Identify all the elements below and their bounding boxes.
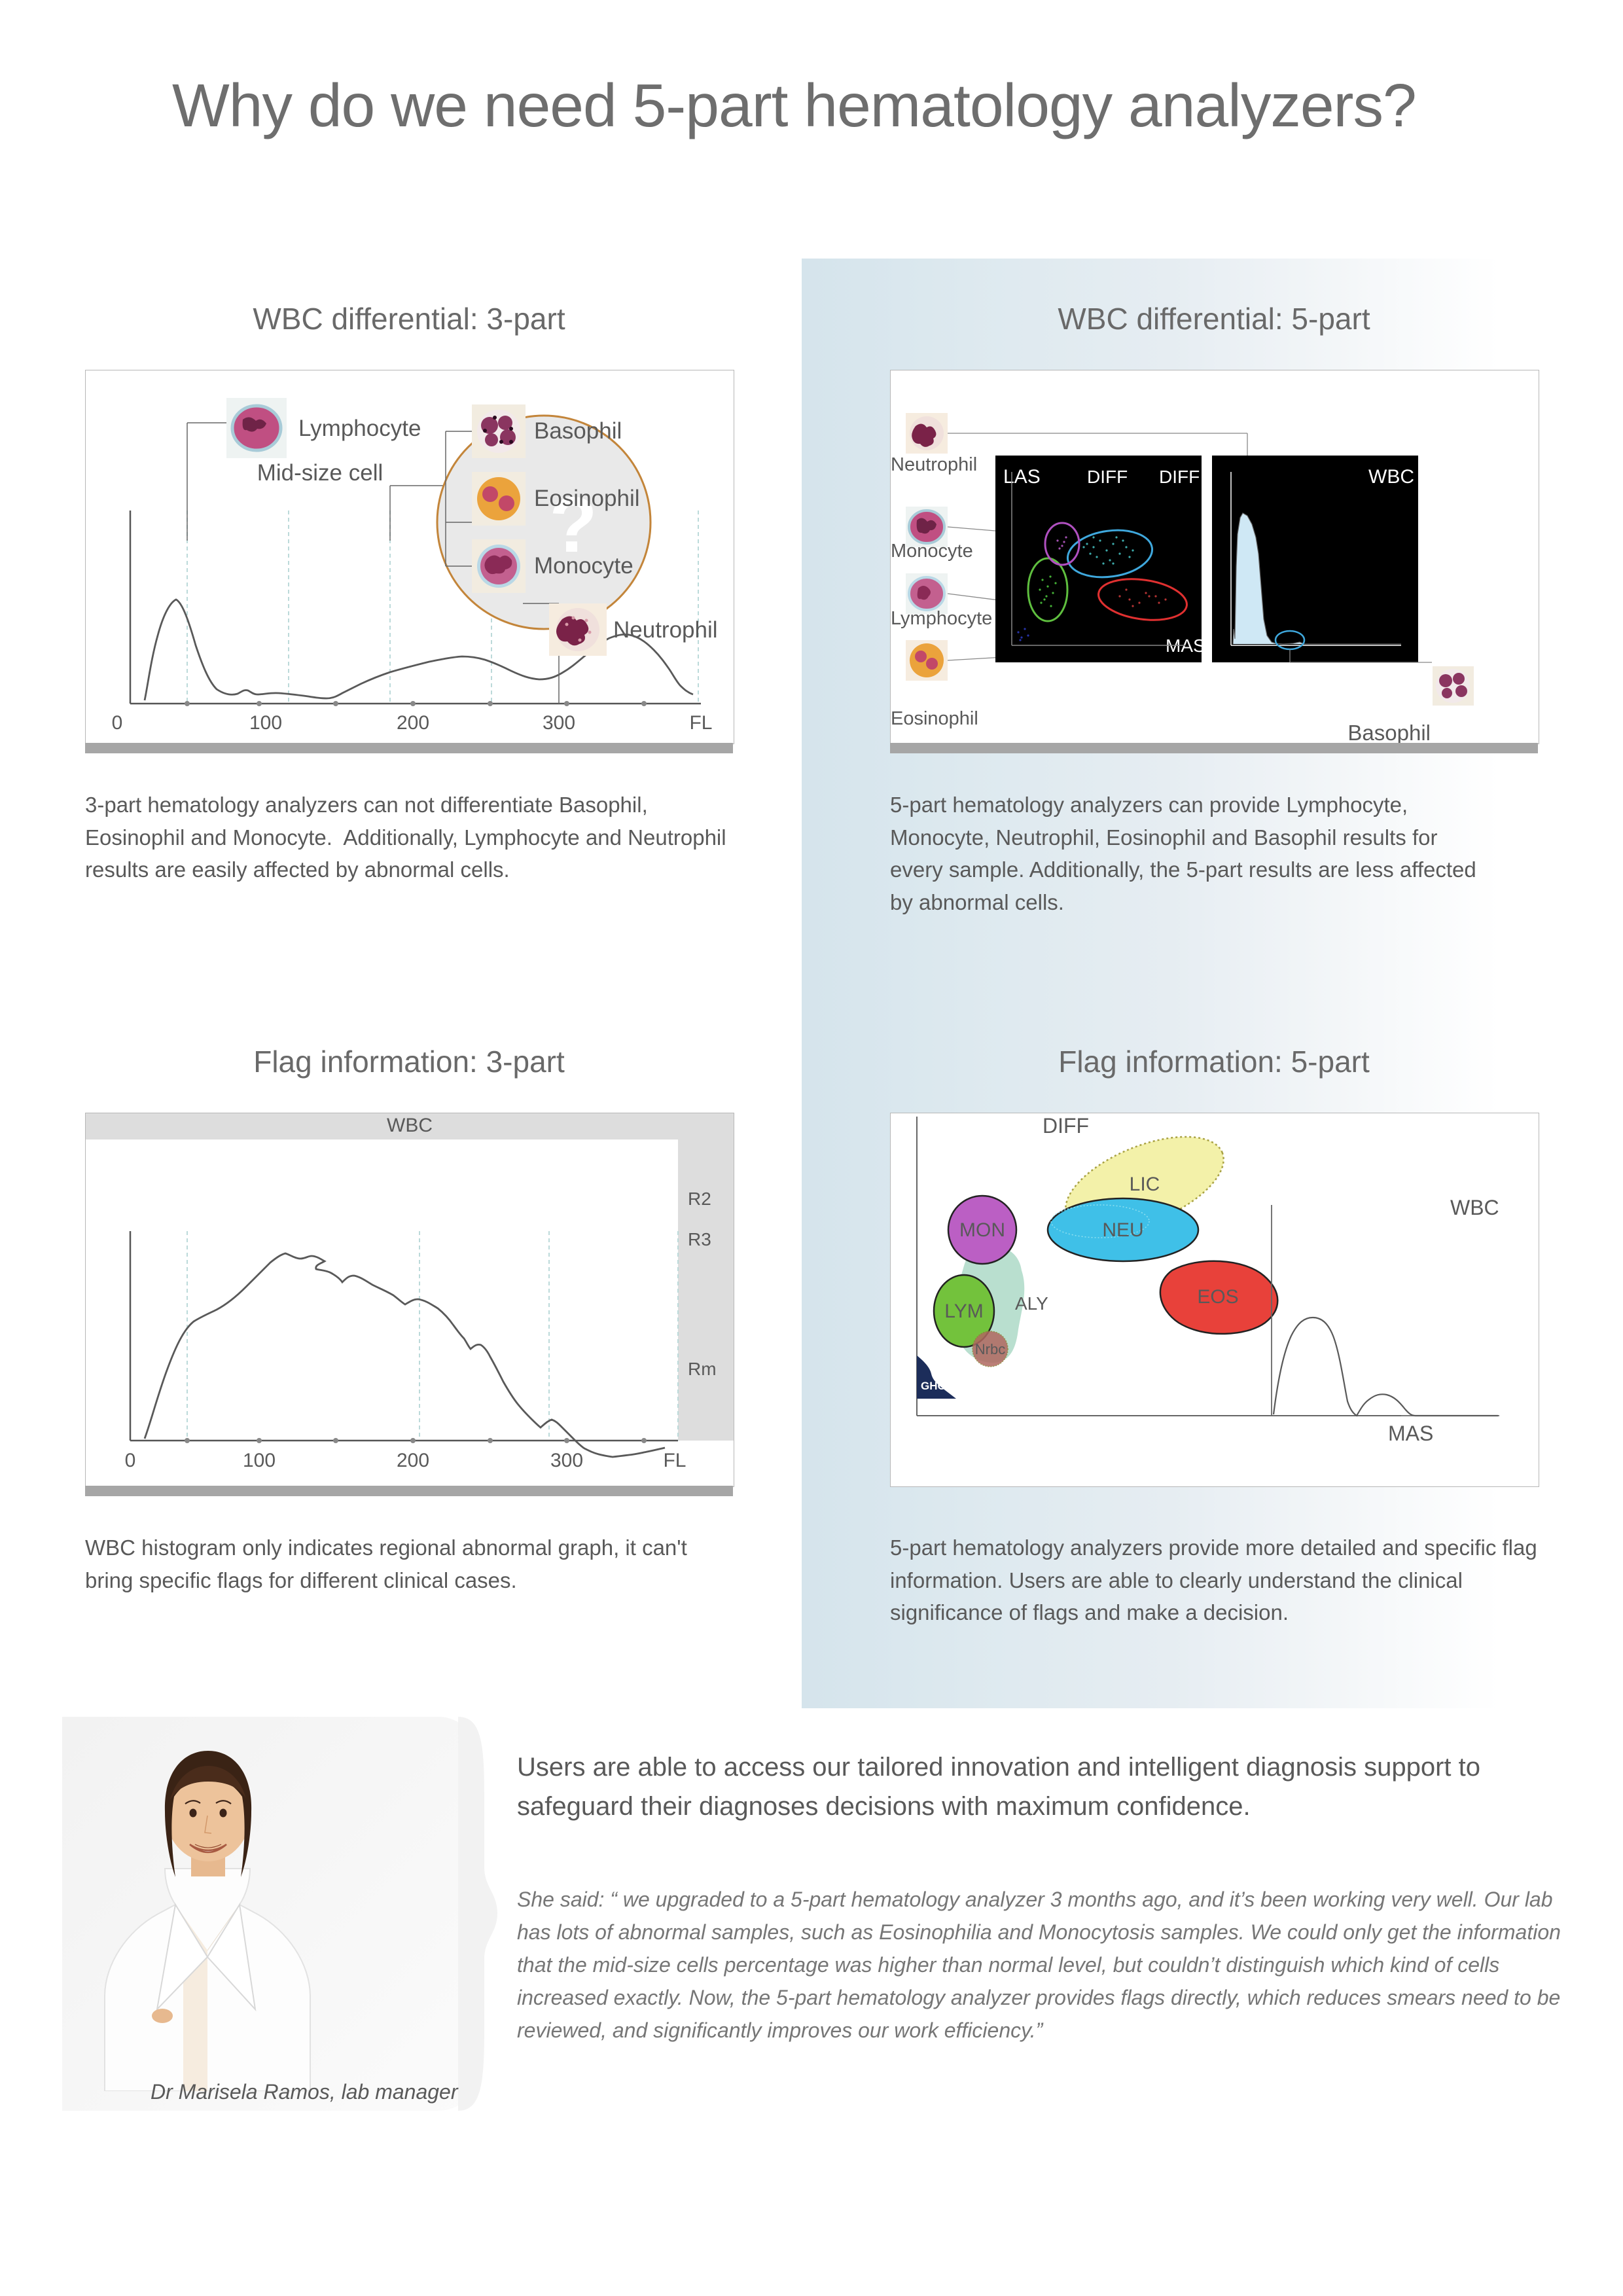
- svg-text:MON: MON: [959, 1219, 1005, 1241]
- svg-text:EOS: EOS: [1197, 1286, 1238, 1308]
- svg-text:WBC: WBC: [1368, 466, 1414, 488]
- svg-text:Lymphocyte: Lymphocyte: [298, 416, 421, 441]
- svg-text:Eosinophil: Eosinophil: [534, 486, 640, 511]
- svg-text:0: 0: [112, 712, 123, 734]
- svg-text:0: 0: [125, 1450, 136, 1471]
- svg-text:FL: FL: [689, 712, 712, 734]
- svg-text:100: 100: [249, 712, 282, 734]
- svg-text:ALY: ALY: [1015, 1293, 1048, 1314]
- svg-text:Mid-size cell: Mid-size cell: [257, 460, 383, 486]
- svg-text:200: 200: [397, 712, 429, 734]
- svg-text:WBC: WBC: [387, 1115, 433, 1136]
- svg-text:Eosinophil: Eosinophil: [891, 708, 978, 729]
- svg-text:300: 300: [550, 1450, 583, 1471]
- svg-text:Monocyte: Monocyte: [534, 553, 633, 579]
- svg-text:Basophil: Basophil: [1347, 721, 1431, 744]
- svg-text:R2: R2: [688, 1189, 711, 1209]
- svg-text:LIC: LIC: [1130, 1174, 1160, 1195]
- svg-text:LAS: LAS: [1003, 466, 1041, 488]
- svg-text:DIFF: DIFF: [1087, 467, 1128, 487]
- svg-text:FL: FL: [663, 1450, 686, 1471]
- svg-text:R3: R3: [688, 1229, 711, 1249]
- svg-text:Lymphocyte: Lymphocyte: [891, 608, 992, 629]
- svg-text:WBC: WBC: [1450, 1196, 1499, 1219]
- svg-text:Neutrophil: Neutrophil: [613, 617, 718, 643]
- svg-text:MAS: MAS: [1388, 1422, 1433, 1445]
- svg-text:Basophil: Basophil: [534, 418, 622, 444]
- svg-text:300: 300: [543, 712, 575, 734]
- svg-text:Monocyte: Monocyte: [891, 541, 973, 562]
- svg-text:DIFF: DIFF: [1043, 1114, 1089, 1138]
- svg-text:100: 100: [243, 1450, 276, 1471]
- svg-text:200: 200: [397, 1450, 429, 1471]
- svg-text:GHO: GHO: [921, 1380, 946, 1392]
- svg-text:Rm: Rm: [688, 1359, 717, 1379]
- svg-text:Nrbc: Nrbc: [975, 1341, 1005, 1357]
- svg-text:Neutrophil: Neutrophil: [891, 454, 977, 475]
- svg-text:NEU: NEU: [1102, 1219, 1143, 1241]
- svg-text:DIFF: DIFF: [1159, 467, 1200, 487]
- svg-text:LYM: LYM: [944, 1300, 983, 1322]
